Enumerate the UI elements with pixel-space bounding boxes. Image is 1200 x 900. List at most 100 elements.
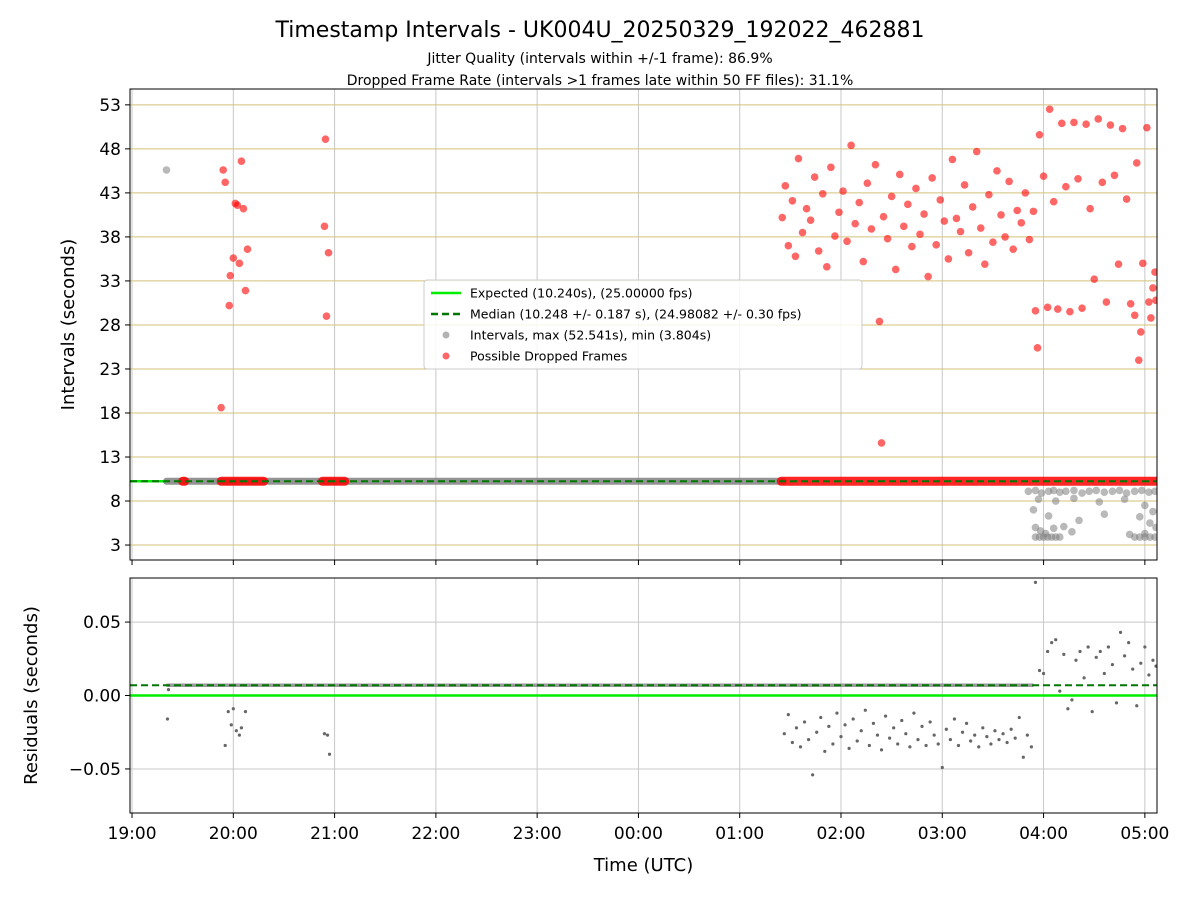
dropped-frame-point xyxy=(920,210,928,218)
residual-point xyxy=(782,732,786,736)
y-tick-label: 38 xyxy=(99,228,121,248)
residual-point xyxy=(912,711,916,715)
residual-point xyxy=(1135,704,1139,708)
residual-point xyxy=(1090,710,1094,714)
x-tick-label: 23:00 xyxy=(513,824,562,844)
dropped-frame-point xyxy=(243,245,252,254)
dropped-frame-point xyxy=(1130,311,1139,320)
interval-point xyxy=(1075,516,1083,525)
residual-point xyxy=(1021,755,1025,759)
residual-point xyxy=(1147,673,1151,677)
residual-point xyxy=(1122,654,1127,658)
dropped-frame-point xyxy=(944,255,953,263)
dropped-frame-point xyxy=(916,230,924,239)
interval-point xyxy=(1149,507,1157,516)
residuals-plot-frame xyxy=(129,577,1158,814)
residual-point xyxy=(1151,658,1155,662)
x-tick-label: 22:00 xyxy=(411,824,460,844)
dropped-frame-point xyxy=(932,241,941,249)
residual-point xyxy=(1082,676,1086,680)
residual-point xyxy=(1066,707,1070,711)
dropped-frame-point xyxy=(859,257,868,266)
residual-point xyxy=(859,729,863,733)
residual-point xyxy=(948,737,952,742)
residual-point xyxy=(1013,736,1017,740)
dropped-frame-point xyxy=(1090,275,1099,283)
interval-point xyxy=(1151,533,1157,541)
dropped-frame-point xyxy=(226,271,235,280)
residual-point xyxy=(166,688,171,692)
residual-point xyxy=(981,726,985,730)
interval-point xyxy=(1044,512,1053,520)
interval-point xyxy=(1108,487,1117,496)
dropped-frame-point xyxy=(1094,115,1103,123)
residual-point xyxy=(892,726,896,730)
residual-point xyxy=(977,745,981,749)
dropped-frame-point xyxy=(1001,233,1009,241)
dropped-frame-point xyxy=(1025,235,1034,244)
residual-point xyxy=(165,717,170,721)
interval-point xyxy=(1138,486,1146,495)
interval-point xyxy=(1037,489,1046,497)
residual-point xyxy=(1009,727,1013,731)
dropped-frame-point xyxy=(241,286,250,295)
dropped-frame-point xyxy=(1070,118,1078,127)
residual-point xyxy=(231,707,235,711)
dropped-frame-point xyxy=(1110,171,1119,180)
dropped-frame-point xyxy=(1043,303,1052,312)
residual-point xyxy=(823,749,827,753)
y-tick-label: 0.05 xyxy=(83,613,121,633)
residual-point xyxy=(843,723,847,727)
residual-point xyxy=(969,739,973,743)
interval-point xyxy=(1141,501,1149,510)
residual-point xyxy=(226,710,230,714)
y-tick-label: 53 xyxy=(99,96,121,116)
dropped-frame-point xyxy=(877,439,886,447)
residual-point xyxy=(1062,652,1066,656)
dropped-frame-point xyxy=(867,225,876,233)
y-tick-label: 33 xyxy=(99,272,121,292)
interval-point xyxy=(1070,486,1078,495)
dropped-frame-point xyxy=(895,170,904,179)
dropped-frame-point xyxy=(1132,159,1141,167)
interval-point xyxy=(1130,487,1139,496)
dropped-frame-point xyxy=(981,260,989,268)
residual-point xyxy=(839,735,843,739)
residual-point xyxy=(223,743,227,748)
dropped-frame-point xyxy=(1078,304,1086,313)
dropped-frame-point xyxy=(217,403,225,412)
dropped-frame-point xyxy=(1114,260,1123,268)
residuals-y-axis-label: Residuals (seconds) xyxy=(21,606,42,785)
residual-point xyxy=(1054,638,1058,642)
figure-title: Timestamp Intervals - UK004U_20250329_19… xyxy=(275,18,925,43)
dropped-frame-point xyxy=(320,222,329,231)
x-tick-label: 02:00 xyxy=(817,824,866,844)
residual-point xyxy=(831,742,835,746)
jitter-quality-subtitle: Jitter Quality (intervals within +/-1 fr… xyxy=(426,51,772,67)
dropped-frame-rate-subtitle: Dropped Frame Rate (intervals >1 frames … xyxy=(347,73,854,89)
dropped-frame-point xyxy=(960,181,969,189)
residual-point xyxy=(802,720,807,724)
legend-intervals-label: Intervals, max (52.541s), min (3.804s) xyxy=(470,328,711,343)
dropped-frame-point xyxy=(863,179,872,187)
interval-point xyxy=(1122,489,1131,497)
residual-point xyxy=(1110,663,1115,667)
x-tick-label: 00:00 xyxy=(614,824,663,844)
residuals-plot: 19:00 20:00 21:00 22:00 23:00 00:00 01:00 02:00… xyxy=(69,577,1169,844)
residual-point xyxy=(239,726,244,730)
dropped-frame-point xyxy=(1062,182,1070,191)
intervals-y-axis-label: Intervals (seconds) xyxy=(58,239,79,411)
residual-point xyxy=(229,723,233,727)
dropped-frame-point xyxy=(1082,120,1090,129)
dropped-frame-point xyxy=(871,160,880,169)
dropped-frame-point xyxy=(814,247,823,255)
residual-point xyxy=(916,737,920,742)
intervals-data-layer xyxy=(130,105,1157,541)
interval-point xyxy=(1051,497,1060,505)
interval-point xyxy=(1146,519,1154,527)
dropped-frame-point xyxy=(851,219,859,228)
residual-point xyxy=(1094,655,1098,659)
dropped-frame-point xyxy=(784,241,793,250)
